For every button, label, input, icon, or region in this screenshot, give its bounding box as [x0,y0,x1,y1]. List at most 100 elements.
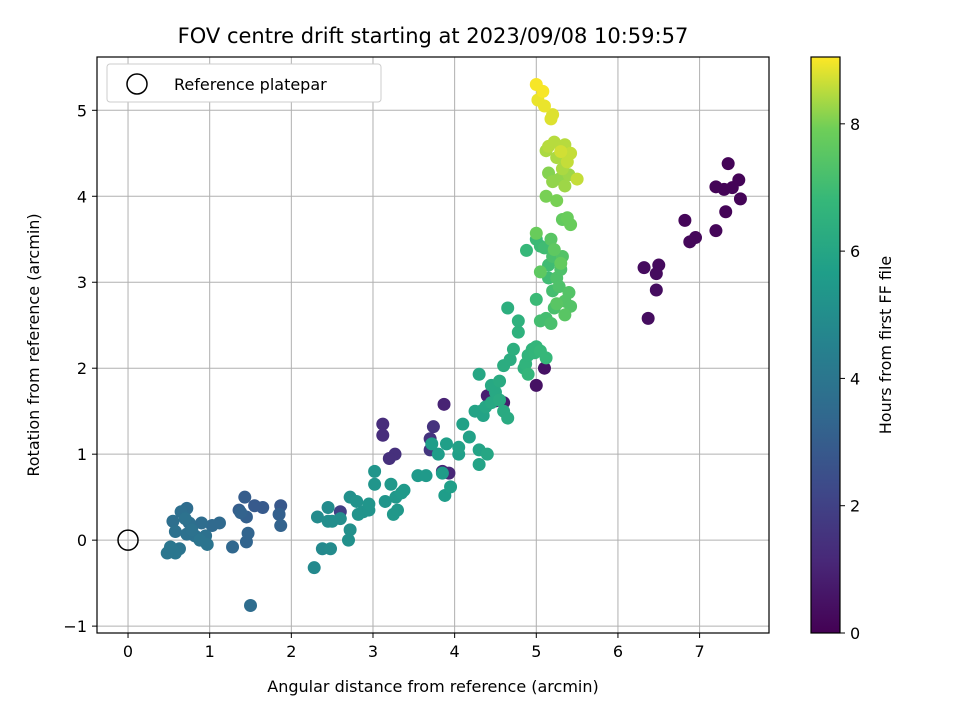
data-point [519,243,533,257]
data-point [511,325,525,339]
data-point [558,179,572,193]
data-point [537,361,551,375]
data-point [721,157,735,171]
data-point [562,286,576,300]
y-tick-label: 2 [77,359,87,378]
data-point [511,314,525,328]
data-point [539,189,553,203]
data-point [425,437,439,451]
legend-entry-label: Reference platepar [174,75,327,94]
data-point [272,507,286,521]
data-point [390,503,404,517]
data-point [368,477,382,491]
y-tick-label: 3 [77,273,87,292]
data-point [649,283,663,297]
data-point [544,317,558,331]
data-point [239,535,253,549]
colorbar-tick-label: 8 [850,115,860,134]
data-points [117,78,747,612]
data-point [178,512,192,526]
data-point [547,243,561,257]
data-point [185,523,199,537]
data-point [550,297,564,311]
data-point [166,514,180,528]
data-point [637,261,651,275]
data-point [439,437,453,451]
data-point [376,417,390,431]
data-point [437,397,451,411]
data-point [462,430,476,444]
reference-platepar-marker [117,529,139,551]
data-point [274,519,288,533]
data-point [244,598,258,612]
data-point [560,155,574,169]
data-point [307,561,321,575]
colorbar-tick-label: 6 [850,242,860,261]
data-point [248,499,262,513]
colorbar-tick-label: 4 [850,369,860,388]
data-point [537,99,551,113]
data-point [529,378,543,392]
data-point [480,447,494,461]
x-tick-label: 5 [531,642,541,661]
data-point [550,194,564,208]
x-axis-label: Angular distance from reference (arcmin) [267,677,598,696]
data-point [350,494,364,508]
plot-frame [96,56,770,634]
data-point [570,172,584,186]
data-point [452,440,466,454]
data-point [368,464,382,478]
data-point [376,428,390,442]
data-point [444,480,458,494]
data-point [717,182,731,196]
data-point [234,506,248,520]
legend: Reference platepar [106,63,382,103]
data-point [733,192,747,206]
x-tick-label: 0 [123,642,133,661]
y-tick-label: 5 [77,101,87,120]
y-tick-label: 0 [77,531,87,550]
data-point [539,351,553,365]
data-point [529,78,543,92]
data-point [472,367,486,381]
data-point [503,353,517,367]
x-tick-label: 1 [205,642,215,661]
data-point [226,540,240,554]
data-point [529,292,543,306]
data-point [378,494,392,508]
data-point [205,519,219,533]
data-point [431,447,445,461]
x-tick-label: 2 [286,642,296,661]
chart-title: FOV centre drift starting at 2023/09/08 … [178,24,689,48]
data-point [321,500,335,514]
y-tick-label: 1 [77,445,87,464]
data-point [564,218,578,232]
data-point [547,135,561,149]
data-point [343,523,357,537]
data-point [419,469,433,483]
data-point [493,374,507,388]
data-point [521,367,535,381]
x-tick-label: 4 [450,642,460,661]
y-tick-label: −1 [63,617,87,636]
data-point [683,235,697,249]
data-point [678,213,692,227]
colorbar-tick-label: 2 [850,497,860,516]
colorbar-gradient [810,56,841,634]
data-point [493,393,507,407]
data-point [641,311,655,325]
colorbar-tick-label: 0 [850,624,860,643]
data-point [384,477,398,491]
data-point [649,267,663,281]
data-point [163,540,177,554]
data-point [456,417,470,431]
data-point [426,420,440,434]
legend-marker-open-circle [126,73,148,95]
x-tick-label: 7 [695,642,705,661]
data-point [554,256,568,270]
colorbar-ticks: 0 2 4 6 8 [840,115,860,643]
data-point [529,226,543,240]
data-point [193,533,207,547]
data-point [397,483,411,497]
